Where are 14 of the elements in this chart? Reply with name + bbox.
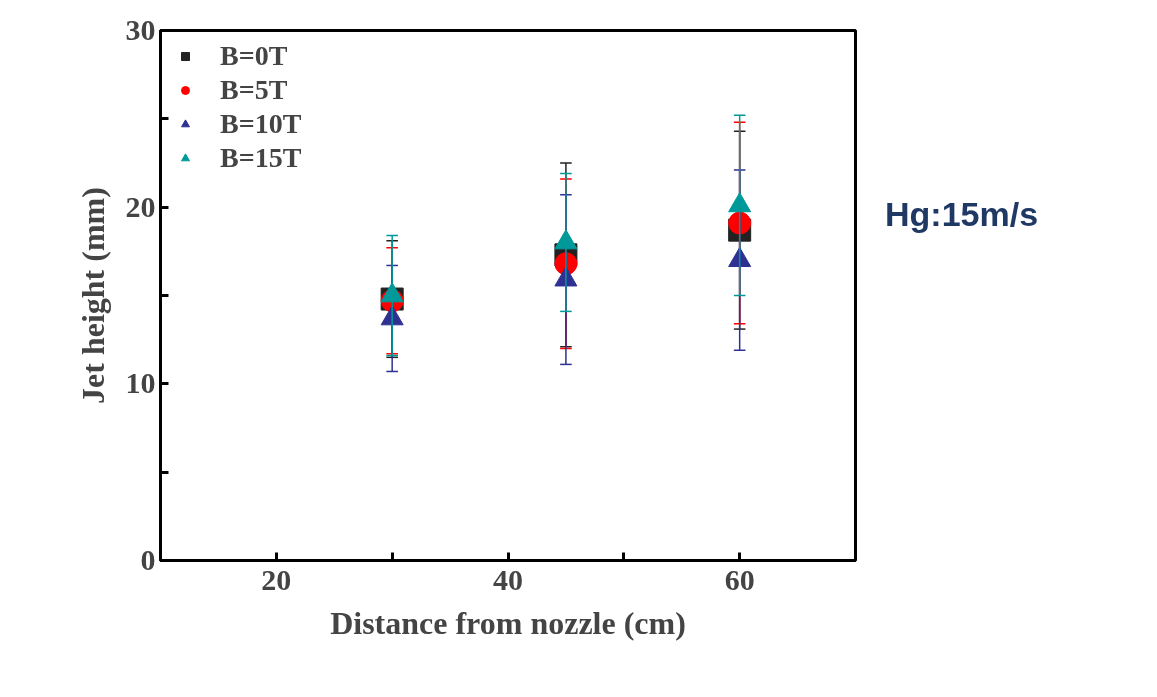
y-tick-label: 30	[125, 13, 156, 46]
legend-label: B=0T	[220, 40, 288, 72]
x-tick-label: 40	[493, 562, 523, 596]
x-tick-label: 20	[261, 562, 292, 596]
y-tick-label: 0	[140, 543, 156, 576]
legend-label: B=5T	[220, 74, 288, 106]
y-tick-label: 20	[125, 189, 156, 223]
text: Hg:15m/s	[885, 194, 1039, 235]
y-tick-label: 10	[125, 366, 156, 400]
x-tick-label: 60	[724, 562, 755, 596]
legend-label: B=10T	[220, 108, 302, 140]
x-axis-title: Distance from nozzle (cm)	[330, 604, 686, 641]
y-axis-title: Jet height (mm)	[74, 187, 111, 404]
legend-label: B=15T	[220, 142, 302, 174]
